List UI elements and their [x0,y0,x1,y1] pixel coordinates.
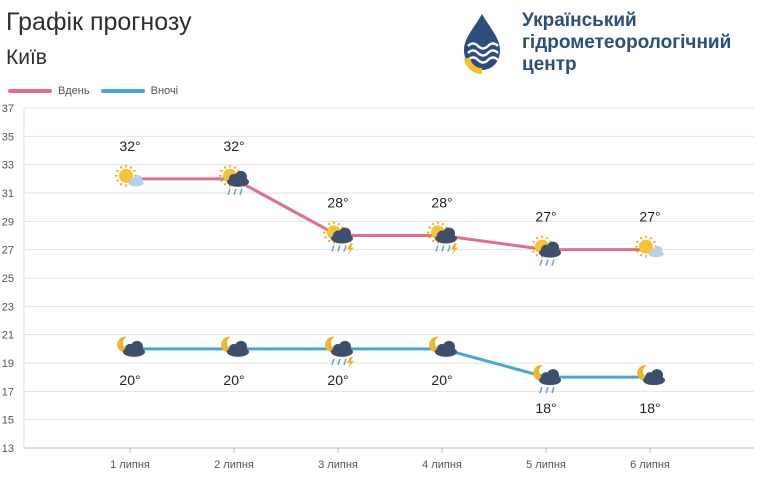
night-value-label: 20° [327,372,348,388]
page-title: Графік прогнозу [6,8,192,36]
y-tick-label: 31 [2,188,14,200]
y-tick-label: 21 [2,330,14,342]
moon-cloud-icon [117,336,145,357]
sun-cloud-rain-thunder-icon [427,221,458,255]
y-tick-label: 29 [2,216,14,228]
chart-legend: Вдень Вночі [8,84,186,97]
sun-partly-cloudy-icon [115,164,144,187]
day-value-label: 32° [119,138,140,154]
logo-line-2: гідрометеорологічний [522,32,732,53]
x-tick-label: 5 липня [526,459,566,471]
y-tick-label: 15 [2,415,14,427]
sun-cloud-rain-thunder-icon [323,221,354,255]
moon-cloud-rain-thunder-icon [325,336,354,368]
logo: Український гідрометеорологічний центр [458,10,758,78]
y-tick-label: 19 [2,358,14,370]
series-line-day [128,177,652,252]
moon-cloud-icon [637,364,665,386]
legend-item-night[interactable]: Вночі [100,85,179,97]
sun-cloud-rain-icon [531,235,561,266]
y-tick-label: 13 [2,443,14,455]
city-name: Київ [6,46,47,69]
day-value-label: 27° [639,209,660,225]
moon-cloud-icon [429,336,457,357]
y-tick-label: 35 [2,131,14,143]
x-tick-label: 2 липня [214,459,254,471]
day-value-label: 28° [431,195,452,211]
y-tick-label: 27 [2,245,14,257]
y-tick-label: 23 [2,301,14,313]
sun-partly-cloudy-icon [635,235,664,258]
legend-swatch-night [100,89,145,93]
night-value-label: 18° [535,400,556,416]
x-tick-label: 3 липня [318,459,358,471]
x-tick-label: 1 липня [110,459,150,471]
y-tick-label: 33 [2,160,14,172]
moon-cloud-rain-icon [533,364,561,394]
legend-label-night: Вночі [150,85,179,97]
day-value-label: 32° [223,138,244,154]
logo-line-1: Український [522,10,637,31]
night-value-label: 18° [639,400,660,416]
legend-label-day: Вдень [58,85,90,97]
y-tick-label: 17 [2,386,14,398]
moon-cloud-icon [221,336,249,357]
sun-cloud-rain-icon [219,164,249,196]
logo-line-3: центр [522,54,577,75]
day-value-label: 28° [327,195,348,211]
night-value-label: 20° [223,372,244,388]
legend-item-day[interactable]: Вдень [8,85,90,97]
legend-swatch-day [8,89,52,93]
day-value-label: 27° [535,209,556,225]
night-value-label: 20° [119,372,140,388]
y-tick-label: 37 [2,103,14,115]
night-value-label: 20° [431,372,452,388]
x-tick-label: 4 липня [422,459,462,471]
logo-text: Український гідрометеорологічний центр [522,10,731,76]
x-tick-label: 6 липня [630,459,670,471]
y-tick-label: 25 [2,273,14,285]
drop-sun-waves-icon [464,14,500,75]
series-line-night [128,347,652,379]
